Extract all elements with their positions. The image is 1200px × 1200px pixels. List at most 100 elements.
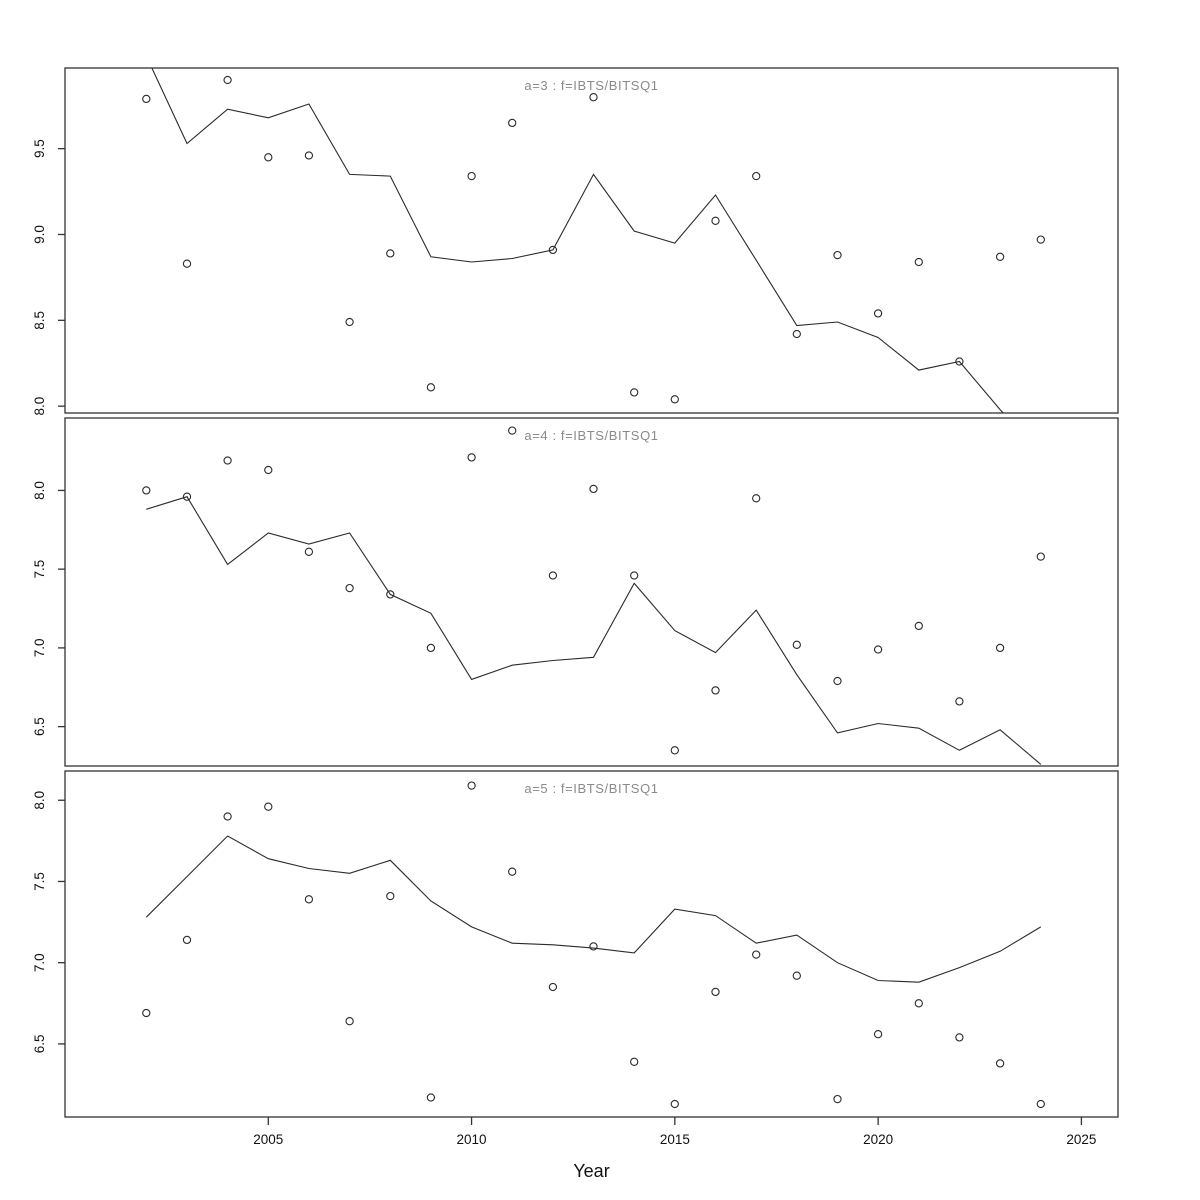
data-point — [142, 486, 151, 495]
data-point — [833, 250, 842, 260]
data-point — [1036, 235, 1045, 244]
data-point — [182, 935, 192, 945]
data-point — [630, 571, 639, 580]
data-point — [792, 329, 801, 339]
data-point — [995, 1059, 1005, 1068]
data-point — [548, 245, 558, 255]
y-tick-label: 9.0 — [32, 225, 47, 244]
data-point — [345, 1017, 354, 1026]
y-tick-label: 8.5 — [32, 311, 47, 330]
y-tick-label: 6.5 — [32, 1035, 47, 1054]
data-point — [914, 999, 923, 1008]
data-point — [873, 309, 883, 318]
data-point — [142, 1008, 151, 1018]
data-point — [630, 1057, 639, 1066]
data-point — [995, 252, 1005, 261]
data-point — [386, 891, 395, 901]
data-point — [264, 465, 273, 475]
data-point — [752, 494, 761, 503]
x-tick-label: 2015 — [660, 1132, 690, 1147]
fitted-line — [146, 496, 1042, 765]
data-point — [386, 249, 395, 258]
data-point — [752, 950, 761, 959]
data-point — [711, 987, 720, 997]
data-point — [426, 1093, 436, 1102]
data-point — [182, 259, 192, 268]
data-point — [304, 547, 314, 556]
data-point — [752, 171, 761, 181]
data-point — [548, 982, 558, 992]
y-tick-label: 8.0 — [32, 397, 47, 416]
data-point — [304, 151, 314, 160]
data-point — [792, 971, 801, 980]
data-point — [955, 1033, 964, 1042]
data-point — [1036, 1099, 1045, 1109]
data-point — [589, 942, 598, 951]
data-point — [1036, 552, 1045, 561]
data-point — [264, 153, 273, 162]
data-point — [223, 75, 232, 85]
x-axis-label: Year — [573, 1161, 610, 1181]
data-point — [833, 676, 842, 686]
data-point — [508, 426, 517, 435]
y-tick-label: 7.0 — [32, 639, 47, 658]
data-point — [508, 118, 517, 128]
data-point — [792, 640, 801, 649]
data-point — [548, 571, 558, 580]
panel-3-title: a=5 : f=IBTS/BITSQ1 — [524, 781, 659, 796]
data-point — [670, 1099, 679, 1109]
y-tick-label: 7.0 — [32, 953, 47, 972]
data-point — [873, 645, 883, 654]
panel-border — [64, 417, 1119, 767]
y-tick-label: 7.5 — [32, 560, 47, 579]
data-point — [426, 383, 436, 392]
data-point — [914, 257, 923, 267]
data-point — [467, 171, 476, 181]
y-tick-label: 7.5 — [32, 872, 47, 891]
y-tick-label: 6.5 — [32, 717, 47, 736]
panel-border — [64, 67, 1119, 414]
data-point — [142, 94, 151, 104]
fitted-line — [151, 68, 1004, 413]
y-tick-label: 8.0 — [32, 481, 47, 500]
data-point — [589, 93, 598, 102]
data-point — [914, 621, 923, 631]
data-point — [345, 583, 354, 593]
data-point — [955, 697, 964, 706]
data-point — [508, 867, 517, 876]
data-point — [711, 216, 720, 225]
data-point — [833, 1094, 842, 1104]
data-point — [995, 643, 1005, 653]
data-point — [955, 357, 964, 366]
fitted-line — [145, 835, 1042, 983]
data-point — [467, 781, 476, 790]
data-point — [304, 895, 314, 904]
data-point — [182, 492, 192, 501]
panel-border — [64, 770, 1119, 1118]
data-point — [873, 1030, 883, 1039]
data-point — [223, 456, 232, 465]
x-tick-label: 2025 — [1066, 1132, 1096, 1147]
panel-a3: 8.0 8.5 9.0 9.5 — [32, 67, 1119, 416]
panel-2-title: a=4 : f=IBTS/BITSQ1 — [524, 428, 659, 443]
data-point — [467, 453, 476, 462]
data-point — [426, 643, 436, 653]
x-tick-label: 2005 — [253, 1132, 283, 1147]
panel-a5: 6.5 7.0 7.5 8.0 2005 2010 2015 2020 2025 — [32, 770, 1119, 1147]
data-point — [711, 686, 720, 695]
x-tick-label: 2020 — [863, 1132, 893, 1147]
data-point — [223, 812, 232, 821]
data-point — [670, 395, 679, 404]
data-point — [345, 317, 354, 327]
x-tick-label: 2010 — [457, 1132, 487, 1147]
data-point — [264, 802, 273, 811]
data-point — [630, 388, 639, 397]
panel-a4: 6.5 7.0 7.5 8.0 — [32, 417, 1119, 767]
y-tick-label: 9.5 — [32, 139, 47, 158]
data-point — [386, 590, 395, 599]
y-tick-label: 8.0 — [32, 791, 47, 810]
panel-1-title: a=3 : f=IBTS/BITSQ1 — [524, 78, 659, 93]
data-point — [589, 484, 598, 494]
